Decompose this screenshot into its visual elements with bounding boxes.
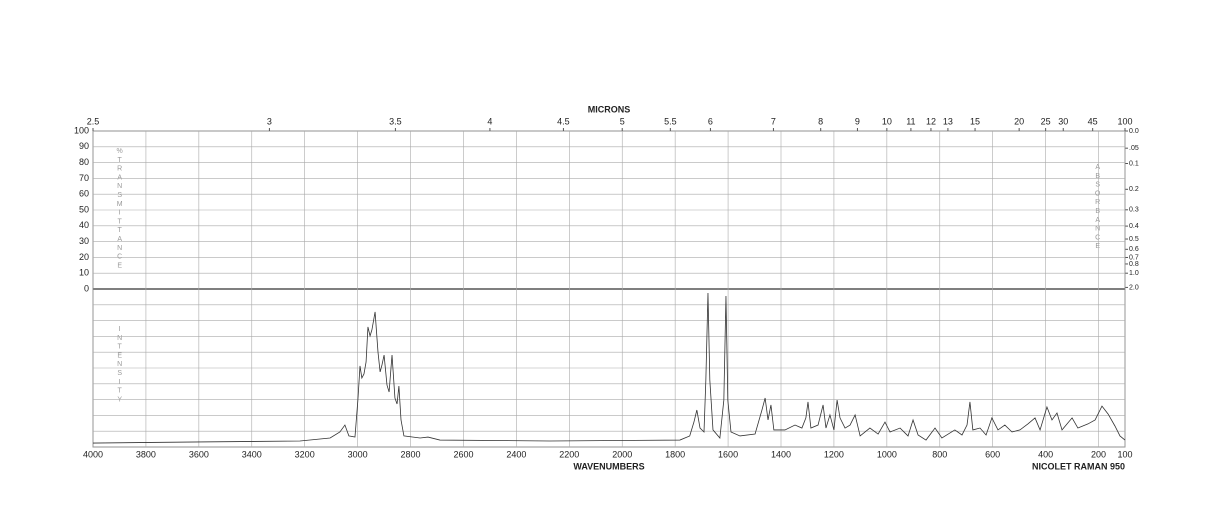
micron-tick-label: 5 <box>620 116 625 126</box>
x-tick-label: 4000 <box>83 449 103 459</box>
micron-tick-label: 6 <box>708 116 713 126</box>
x-tick-label: 3200 <box>295 449 315 459</box>
absorbance-tick-label: 0.1 <box>1129 160 1139 167</box>
micron-tick-label: 9 <box>855 116 860 126</box>
micron-tick-label: 8 <box>818 116 823 126</box>
micron-tick-label: 2.5 <box>87 116 100 126</box>
absorbance-tick-label: 0.6 <box>1129 246 1139 253</box>
y-tick-label: 20 <box>79 252 89 262</box>
x-tick-label: 200 <box>1091 449 1106 459</box>
x-tick-label: 3400 <box>242 449 262 459</box>
x-tick-label: 1200 <box>824 449 844 459</box>
absorbance-tick-label: 0.2 <box>1129 186 1139 193</box>
transmittance-label: %TRANSMITTANCE <box>116 148 123 271</box>
y-tick-label: 40 <box>79 220 89 230</box>
micron-tick-label: 20 <box>1014 116 1024 126</box>
y-tick-label: 0 <box>84 283 89 293</box>
absorbance-tick-label: 0.7 <box>1129 254 1139 261</box>
absorbance-tick-label: .05 <box>1129 145 1139 152</box>
x-tick-label: 2600 <box>453 449 473 459</box>
y-tick-label: 70 <box>79 173 89 183</box>
absorbance-tick-label: 0.3 <box>1129 207 1139 214</box>
absorbance-tick-label: 0.0 <box>1129 128 1139 135</box>
micron-tick-label: 13 <box>943 116 953 126</box>
absorbance-tick-label: 0.8 <box>1129 261 1139 268</box>
x-tick-label: 1800 <box>665 449 685 459</box>
y-tick-label: 10 <box>79 268 89 278</box>
absorbance-tick-label: 0.5 <box>1129 236 1139 243</box>
y-tick-label: 30 <box>79 236 89 246</box>
micron-tick-label: 10 <box>882 116 892 126</box>
x-tick-label: 1000 <box>877 449 897 459</box>
micron-tick-label: 4.5 <box>557 116 570 126</box>
micron-tick-label: 7 <box>771 116 776 126</box>
micron-tick-label: 5.5 <box>664 116 677 126</box>
micron-tick-label: 11 <box>906 116 915 126</box>
x-axis-label: WAVENUMBERS <box>573 461 644 471</box>
micron-tick-label: 3 <box>267 116 272 126</box>
x-tick-label: 2200 <box>559 449 579 459</box>
micron-tick-label: 45 <box>1088 116 1098 126</box>
micron-tick-label: 4 <box>487 116 492 126</box>
absorbance-label: ABSORBANCE <box>1094 164 1101 252</box>
x-tick-label: 1600 <box>718 449 738 459</box>
micron-tick-label: 15 <box>970 116 980 126</box>
y-tick-label: 80 <box>79 157 89 167</box>
x-tick-label: 3000 <box>348 449 368 459</box>
x-tick-label: 800 <box>932 449 947 459</box>
intensity-label: INTENSITY <box>116 326 123 405</box>
top-axis-label: MICRONS <box>588 104 631 114</box>
x-tick-label: 100 <box>1117 449 1132 459</box>
x-tick-label: 3600 <box>189 449 209 459</box>
micron-tick-label: 12 <box>926 116 936 126</box>
x-tick-label: 1400 <box>771 449 791 459</box>
y-tick-label: 60 <box>79 189 89 199</box>
x-tick-label: 2800 <box>401 449 421 459</box>
x-tick-label: 400 <box>1038 449 1053 459</box>
x-tick-label: 600 <box>985 449 1000 459</box>
absorbance-tick-label: 2.0 <box>1129 284 1139 291</box>
y-tick-label: 100 <box>74 125 89 135</box>
y-tick-label: 90 <box>79 141 89 151</box>
absorbance-tick-label: 0.4 <box>1129 223 1139 230</box>
micron-tick-label: 3.5 <box>389 116 402 126</box>
x-tick-label: 2000 <box>612 449 632 459</box>
micron-tick-label: 30 <box>1058 116 1068 126</box>
micron-tick-label: 25 <box>1041 116 1051 126</box>
y-tick-label: 50 <box>79 204 89 214</box>
x-tick-label: 2400 <box>506 449 526 459</box>
caption: NICOLET RAMAN 950 <box>1032 461 1125 471</box>
spectrum-line <box>92 292 1126 444</box>
x-tick-label: 3800 <box>136 449 156 459</box>
absorbance-tick-label: 1.0 <box>1129 270 1139 277</box>
micron-tick-label: 100 <box>1117 116 1132 126</box>
